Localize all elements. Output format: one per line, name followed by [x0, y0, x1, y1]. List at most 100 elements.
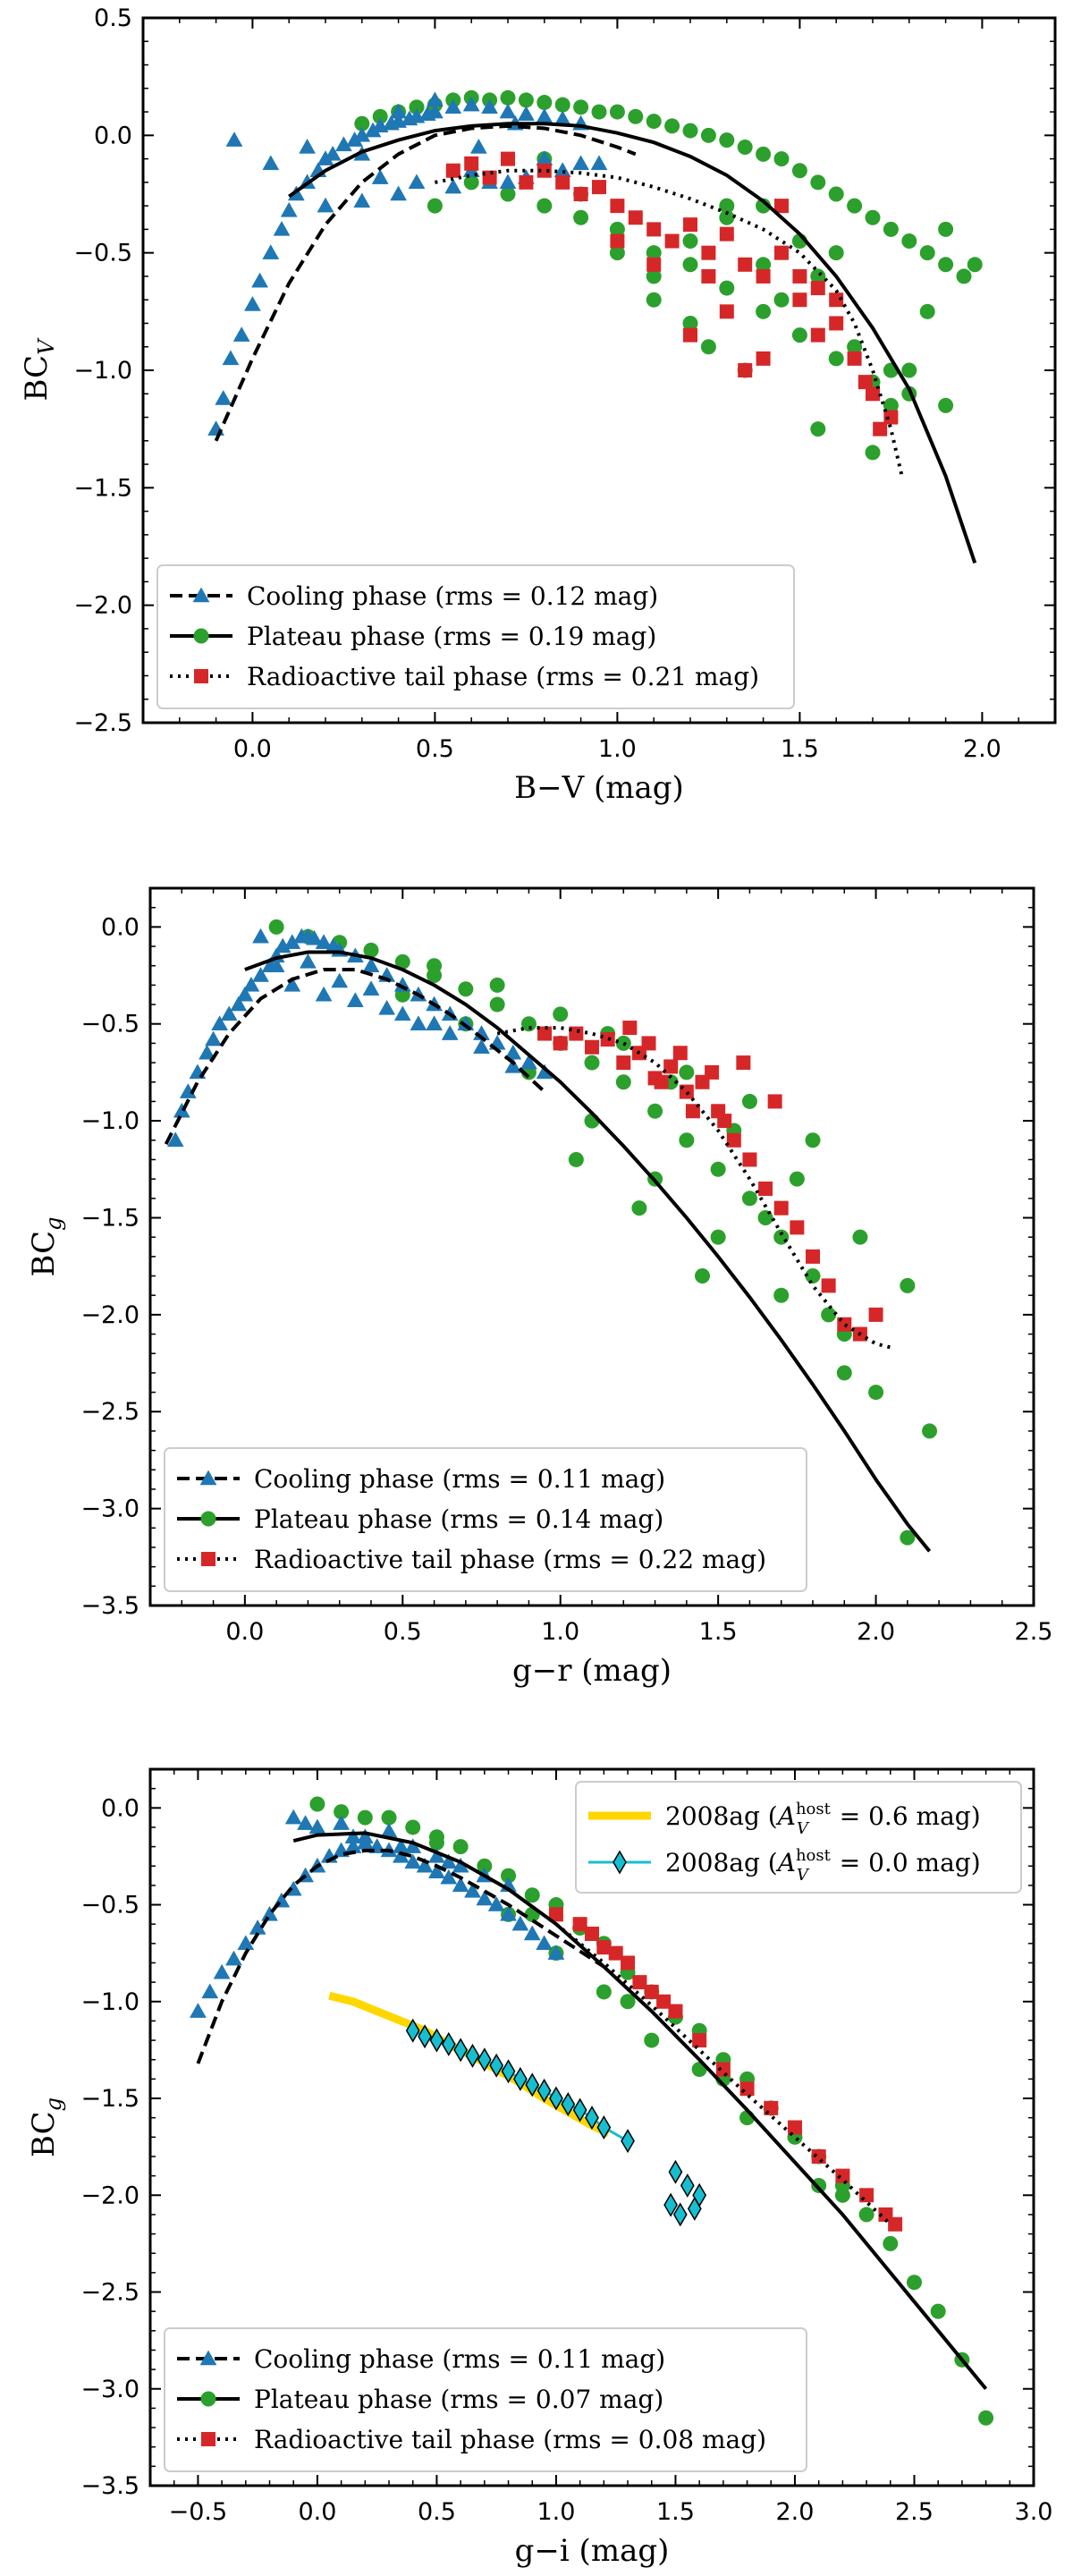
cooling-point: [440, 1868, 458, 1885]
plateau-point: [334, 1804, 350, 1820]
tail-point: [464, 156, 479, 171]
cooling-point: [297, 1815, 314, 1830]
plot-area: [164, 919, 938, 1553]
plateau-point: [646, 292, 662, 308]
plateau-point: [805, 1132, 821, 1148]
plateau-point: [615, 1074, 631, 1090]
plateau-point: [309, 1796, 325, 1812]
plateau-point: [828, 351, 844, 367]
cooling-point: [590, 155, 608, 171]
x-tick-label: 2.0: [775, 2498, 814, 2526]
sn2008ag-nohost-point: [680, 2173, 695, 2198]
tail-point: [445, 163, 460, 178]
plateau-point: [836, 1365, 852, 1381]
tail-point: [738, 363, 753, 377]
tail-point: [668, 2004, 683, 2019]
legend-sn2008ag_host-label: 2008ag (Ahost V = 0.6 mag): [665, 1800, 981, 1838]
cooling-point: [473, 1038, 490, 1054]
plateau-point: [644, 2032, 660, 2048]
cooling-point: [444, 98, 462, 114]
plateau-point: [741, 1093, 757, 1109]
plateau-point: [773, 292, 790, 308]
plateau-point: [883, 2235, 899, 2251]
plateau-point: [810, 421, 826, 437]
plateau-point: [568, 1151, 584, 1167]
cooling-point: [499, 174, 517, 190]
cooling-point: [511, 1915, 529, 1931]
tail-point: [501, 151, 515, 166]
y-tick-label: −3.0: [80, 1496, 139, 1523]
cooling-point: [487, 1896, 505, 1911]
sn2008ag-nohost-point: [536, 2078, 552, 2103]
x-axis-label: g−r (mag): [512, 1653, 672, 1689]
plateau-point: [536, 198, 553, 214]
sn2008ag-nohost-point: [429, 2028, 444, 2053]
cooling-point: [408, 174, 426, 190]
x-tick-label: −0.5: [169, 2498, 228, 2526]
cooling-point: [356, 1828, 374, 1844]
plateau-point: [773, 1287, 790, 1303]
x-tick-label: 1.0: [598, 735, 637, 763]
plateau-point: [773, 1229, 790, 1245]
sn2008ag-nohost-point: [668, 2159, 683, 2184]
y-tick-label: −2.5: [73, 709, 132, 737]
plateau-point: [591, 104, 607, 120]
plateau-point: [852, 1229, 868, 1245]
x-tick-label: 1.0: [536, 2498, 575, 2526]
legend-cooling-label: Cooling phase (rms = 0.12 mag): [247, 581, 658, 611]
plateau-point: [489, 977, 505, 993]
cooling-point: [243, 295, 261, 311]
sn2008ag-nohost-point: [561, 2092, 576, 2117]
tail-point: [792, 292, 807, 308]
tail-point: [646, 222, 662, 237]
tail-point: [736, 1055, 751, 1071]
plateau-point: [452, 1839, 469, 1855]
cooling-point: [324, 145, 342, 161]
legend-plateau-label: Plateau phase (rms = 0.07 mag): [254, 2385, 663, 2414]
sn2008ag-nohost-point: [672, 2202, 688, 2227]
cooling-point: [222, 350, 240, 366]
cooling-fit-line: [164, 968, 546, 1146]
plateau-point: [500, 89, 516, 106]
tail-fit-line: [496, 1026, 892, 1350]
plateau-point: [710, 1161, 726, 1177]
tail-point: [685, 1104, 700, 1119]
plateau-point: [268, 919, 284, 935]
tail-point: [572, 1917, 587, 1932]
y-tick-label: −3.5: [80, 2472, 139, 2500]
tail-point: [883, 410, 899, 425]
plateau-point: [919, 303, 935, 319]
x-tick-label: 0.5: [418, 2498, 456, 2526]
legend: Cooling phase (rms = 0.11 mag) Plateau ph…: [164, 1447, 807, 1592]
plateau-point: [584, 1055, 600, 1071]
plateau-point: [409, 99, 425, 115]
y-axis-label: BCg: [26, 2097, 66, 2157]
tail-point: [756, 351, 771, 366]
legend-plateau-marker: [193, 628, 209, 644]
tail-point: [756, 268, 771, 284]
cooling-point: [252, 967, 269, 982]
plateau-point: [710, 1229, 726, 1245]
cooling-point: [300, 953, 317, 969]
cooling-point: [237, 1935, 255, 1951]
plateau-point: [631, 1200, 647, 1216]
tail-point: [719, 304, 734, 319]
tail-point: [806, 1249, 820, 1264]
plateau-point: [791, 163, 807, 179]
plateau-point: [700, 127, 716, 143]
x-tick-label: 0.5: [384, 1618, 422, 1646]
tail-point: [610, 199, 625, 214]
cooling-fit-line: [214, 123, 637, 442]
plateau-point: [883, 221, 899, 237]
tail-point: [663, 1059, 679, 1074]
plateau-point: [646, 268, 662, 284]
tail-point: [585, 1927, 599, 1942]
tail-point: [646, 257, 662, 272]
plateau-point: [615, 1035, 631, 1051]
plateau-point: [573, 99, 589, 115]
legend-plateau-marker: [200, 2391, 216, 2407]
cooling-point: [426, 91, 444, 107]
cooling-point: [262, 244, 280, 259]
y-tick-label: −1.5: [80, 1204, 139, 1232]
